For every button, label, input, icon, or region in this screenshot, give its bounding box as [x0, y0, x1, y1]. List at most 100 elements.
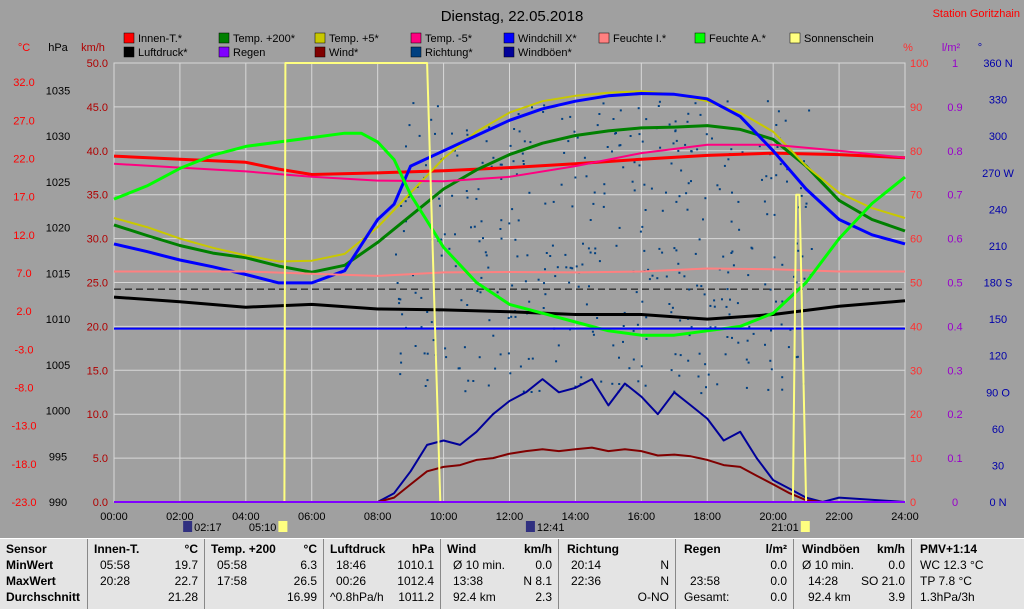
direction-point — [633, 189, 636, 192]
direction-point — [702, 218, 704, 221]
pct-tick-label: 20 — [910, 409, 922, 421]
direction-point — [423, 352, 426, 355]
direction-point — [657, 105, 660, 107]
stats-luftdruck-min-time: 18:46 — [336, 558, 367, 572]
direction-point — [770, 177, 773, 180]
stats-windboen-title: Windböen — [802, 542, 860, 556]
direction-point — [575, 265, 578, 268]
direction-point — [426, 379, 429, 382]
direction-point — [400, 205, 403, 207]
stats-richtung-column: Richtung 20:14 N 22:36 N O-NO — [559, 539, 676, 609]
stats-luftdruck-trend: ^0.8hPa/h — [330, 590, 384, 604]
direction-point — [686, 120, 689, 123]
stats-innen-min-time: 05:58 — [100, 558, 131, 572]
direction-point — [544, 202, 547, 205]
wind-tick-label: 30.0 — [87, 234, 108, 246]
stats-wind-avg: 2.3 — [535, 590, 552, 604]
hpa-tick-label: 1005 — [46, 360, 70, 372]
direction-point — [507, 317, 510, 319]
direction-point — [538, 389, 541, 392]
direction-point — [648, 278, 651, 281]
direction-point — [677, 262, 680, 265]
direction-point — [574, 385, 577, 388]
direction-point — [581, 263, 584, 266]
direction-point — [780, 323, 783, 326]
direction-point — [773, 213, 776, 216]
stats-windboen-max-time: 14:28 — [808, 574, 839, 588]
chart-title: Dienstag, 22.05.2018 — [441, 8, 584, 25]
sun-event-label: 21:01 — [771, 522, 799, 534]
dir-tick-label: 90 O — [986, 387, 1010, 399]
direction-point — [731, 250, 734, 253]
direction-point — [517, 113, 520, 115]
dir-tick-label: 330 — [989, 95, 1007, 107]
direction-point — [803, 277, 806, 280]
direction-point — [647, 268, 650, 271]
direction-point — [542, 110, 545, 113]
direction-point — [444, 347, 447, 350]
direction-point — [687, 112, 690, 115]
direction-point — [611, 150, 613, 153]
direction-point — [731, 191, 733, 194]
stats-row-max: MaxWert — [6, 574, 56, 588]
stats-regen-title: Regen — [684, 542, 721, 556]
direction-point — [703, 293, 706, 296]
legend-swatch — [598, 32, 610, 44]
direction-point — [478, 240, 481, 243]
direction-point — [440, 254, 443, 257]
temp-tick-label: 7.0 — [16, 268, 31, 280]
direction-point — [564, 253, 567, 256]
stats-temp200-avg: 16.99 — [286, 590, 317, 604]
direction-point — [407, 195, 410, 198]
wind-tick-label: 25.0 — [87, 278, 108, 290]
direction-point — [670, 311, 673, 314]
direction-point — [594, 247, 597, 250]
legend-label: Richtung* — [425, 47, 473, 59]
direction-point — [585, 175, 588, 178]
direction-point — [611, 382, 614, 385]
time-tick-label: 04:00 — [232, 511, 260, 523]
direction-point — [795, 356, 798, 359]
direction-point — [412, 102, 415, 105]
direction-point — [714, 326, 717, 329]
direction-point — [713, 299, 716, 302]
temp-tick-label: -18.0 — [11, 459, 36, 471]
direction-point — [500, 163, 503, 166]
direction-point — [793, 275, 795, 278]
wind-tick-label: 50.0 — [87, 58, 108, 70]
legend-label: Sonnenschein — [804, 33, 874, 45]
dir-tick-label: 180 S — [984, 278, 1013, 290]
direction-point — [687, 182, 690, 185]
stats-pmv-dewpoint: TP 7.8 °C — [920, 574, 972, 588]
direction-point — [600, 380, 603, 383]
direction-point — [473, 225, 476, 228]
direction-point — [622, 166, 625, 169]
direction-point — [522, 160, 525, 162]
direction-point — [571, 267, 574, 270]
direction-point — [544, 268, 546, 271]
stats-luftdruck-max-time: 00:26 — [336, 574, 367, 588]
direction-point — [661, 251, 664, 254]
stats-regen-total: 0.0 — [770, 590, 787, 604]
direction-point — [582, 242, 584, 245]
direction-point — [804, 205, 807, 208]
direction-point — [632, 329, 635, 332]
direction-point — [522, 390, 525, 393]
stats-regen-unit: l/m² — [765, 542, 787, 556]
direction-point — [465, 190, 468, 192]
stats-windboen-avg: 3.9 — [888, 590, 905, 604]
direction-point — [661, 209, 664, 212]
direction-point — [697, 375, 700, 378]
direction-point — [509, 372, 512, 375]
direction-point — [640, 365, 643, 368]
direction-point — [531, 357, 534, 360]
direction-point — [622, 340, 624, 343]
direction-point — [522, 163, 525, 165]
direction-point — [650, 187, 653, 190]
moonset-icon — [183, 521, 193, 532]
direction-point — [515, 173, 518, 176]
direction-point — [445, 356, 448, 359]
direction-point — [513, 128, 516, 130]
legend-label: Temp. +200* — [233, 33, 296, 45]
direction-point — [480, 220, 483, 223]
